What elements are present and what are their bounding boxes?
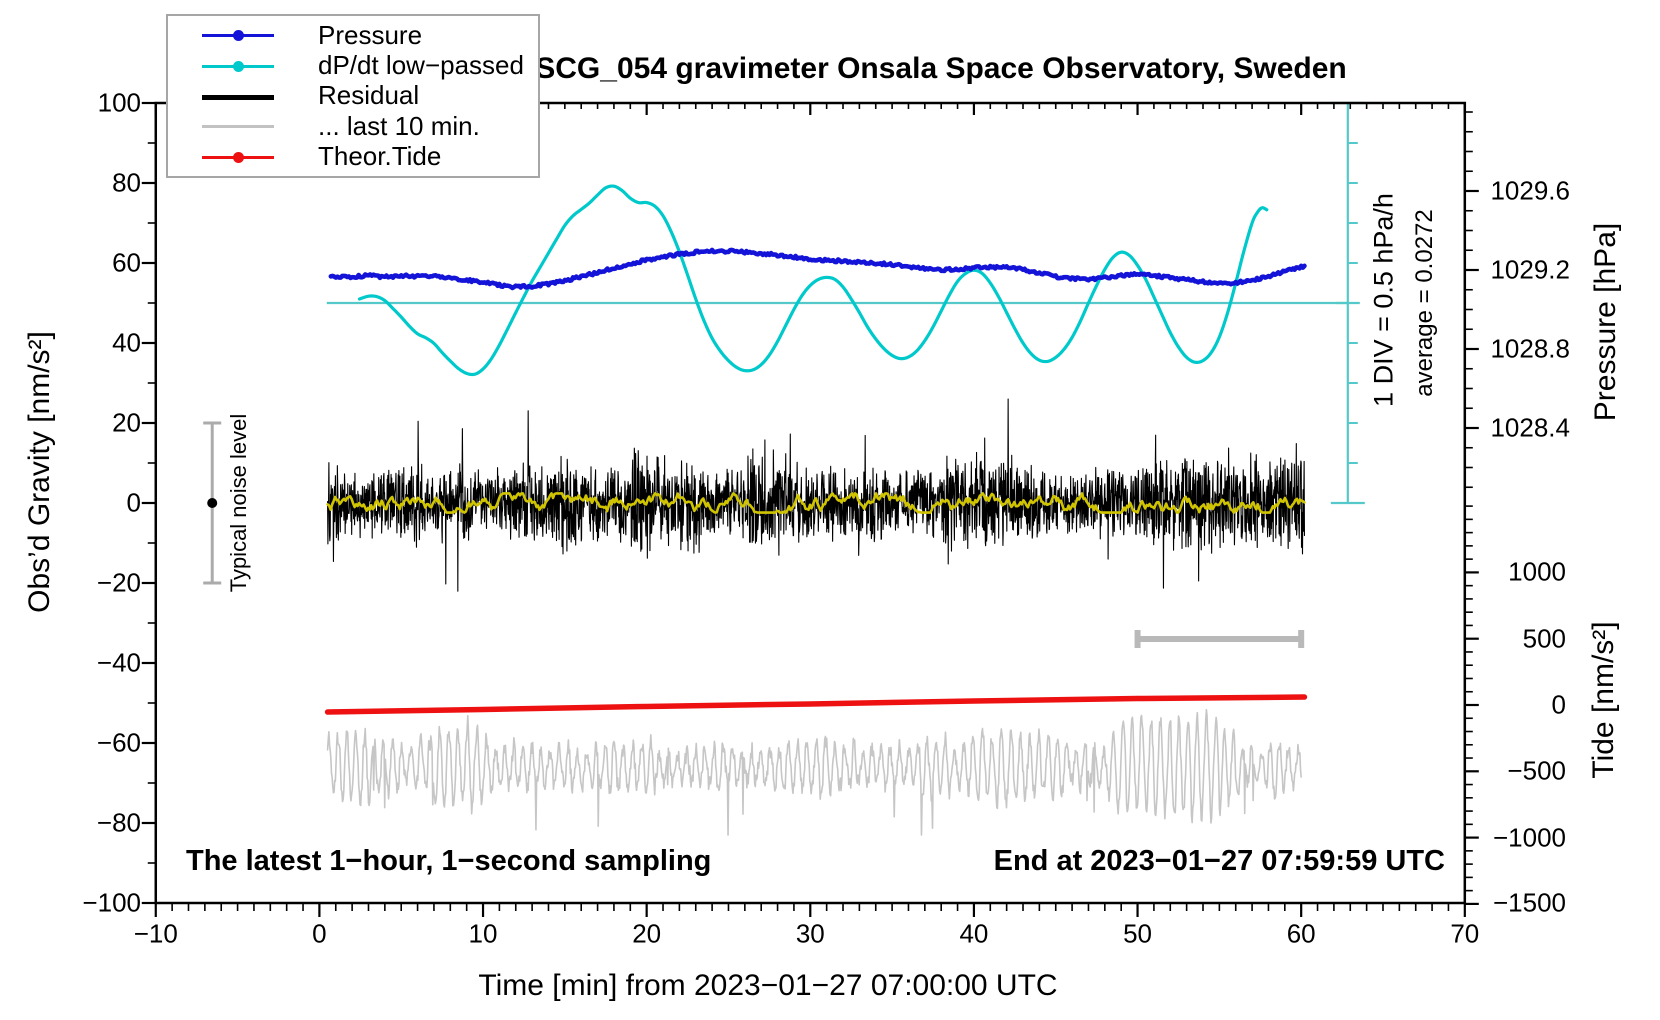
sampling-note: The latest 1−hour, 1−second sampling bbox=[186, 845, 712, 877]
y-left-tick-label: 40 bbox=[112, 327, 141, 358]
legend-label: dP/dt low−passed bbox=[318, 50, 524, 81]
x-tick-label: 10 bbox=[468, 918, 498, 949]
x-tick-label: 0 bbox=[312, 918, 327, 949]
y-left-tick-label: 80 bbox=[112, 167, 141, 198]
tide-tick-label: −1500 bbox=[1492, 887, 1566, 918]
x-axis-title: Time [min] from 2023−01−27 07:00:00 UTC bbox=[478, 969, 1058, 1002]
y-left-tick-label: 100 bbox=[97, 87, 141, 118]
x-tick-label: −10 bbox=[133, 918, 178, 949]
y-left-tick-label: 20 bbox=[112, 407, 141, 438]
x-tick-label: 30 bbox=[795, 918, 825, 949]
y-left-tick-label: 0 bbox=[126, 487, 141, 518]
legend-box: Pressure dP/dt low−passed Residual... last… bbox=[166, 14, 540, 178]
legend-item-2: Residual bbox=[168, 80, 538, 111]
y-left-tick-label: −40 bbox=[96, 647, 141, 678]
legend-marker-line-dot-icon bbox=[202, 60, 274, 72]
legend-label: Theor.Tide bbox=[318, 141, 442, 172]
pressure-tick-label: 1029.6 bbox=[1490, 175, 1570, 206]
pressure-tick-label: 1029.2 bbox=[1490, 254, 1570, 285]
noise-errorbar-dot bbox=[207, 498, 218, 508]
legend-label: Residual bbox=[318, 80, 420, 111]
legend-item-0: Pressure bbox=[168, 19, 538, 50]
div-scale-annotation: 1 DIV = 0.5 hPa/h bbox=[1368, 193, 1399, 407]
legend-item-4: Theor.Tide bbox=[168, 141, 538, 172]
tide-tick-label: 0 bbox=[1551, 689, 1566, 720]
y-axis-tide-title: Tide [nm/s²] bbox=[1587, 621, 1620, 779]
x-tick-label: 50 bbox=[1123, 918, 1153, 949]
residual-curve bbox=[327, 398, 1305, 592]
y-left-tick-label: −80 bbox=[96, 807, 141, 838]
y-left-tick-label: −20 bbox=[96, 567, 141, 598]
pressure-tick-label: 1028.4 bbox=[1490, 412, 1570, 443]
tide-tick-label: 1000 bbox=[1508, 556, 1566, 587]
legend-marker-line-dot-icon bbox=[202, 29, 274, 42]
chart-title: SCG_054 gravimeter Onsala Space Observat… bbox=[535, 52, 1347, 85]
y-left-tick-label: 60 bbox=[112, 247, 141, 278]
end-time-note: End at 2023−01−27 07:59:59 UTC bbox=[993, 845, 1445, 877]
residual-smoothed-curve bbox=[326, 492, 1306, 514]
tide-tick-label: −1000 bbox=[1492, 822, 1566, 853]
x-tick-label: 60 bbox=[1286, 918, 1316, 949]
legend-label: Pressure bbox=[318, 19, 423, 50]
dpdt-lowpassed-curve bbox=[357, 184, 1269, 377]
legend-label: ... last 10 min. bbox=[318, 110, 480, 141]
x-tick-label: 20 bbox=[632, 918, 662, 949]
y-left-tick-label: −60 bbox=[96, 727, 141, 758]
x-tick-label: 40 bbox=[959, 918, 989, 949]
legend-item-1: dP/dt low−passed bbox=[168, 50, 538, 81]
average-annotation: average = 0.0272 bbox=[1411, 209, 1438, 397]
y-axis-left-title: Obs’d Gravity [nm/s²] bbox=[23, 331, 56, 613]
legend-item-3: ... last 10 min. bbox=[168, 110, 538, 141]
typical-noise-level-label: Typical noise level bbox=[226, 413, 251, 593]
theor-tide-curve bbox=[324, 694, 1308, 715]
pressure-curve bbox=[328, 247, 1307, 291]
legend-marker-line-icon bbox=[202, 120, 274, 132]
y-axis-pressure-title: Pressure [hPa] bbox=[1589, 222, 1622, 422]
pressure-tick-label: 1028.8 bbox=[1490, 333, 1570, 364]
tide-tick-label: 500 bbox=[1522, 623, 1566, 654]
x-tick-label: 70 bbox=[1450, 918, 1480, 949]
last-10-min-curve bbox=[326, 708, 1302, 836]
legend-marker-line-dot-icon bbox=[202, 151, 274, 163]
y-left-tick-label: −100 bbox=[82, 887, 141, 918]
legend-marker-line-icon bbox=[202, 90, 274, 102]
tide-tick-label: −500 bbox=[1507, 755, 1566, 786]
